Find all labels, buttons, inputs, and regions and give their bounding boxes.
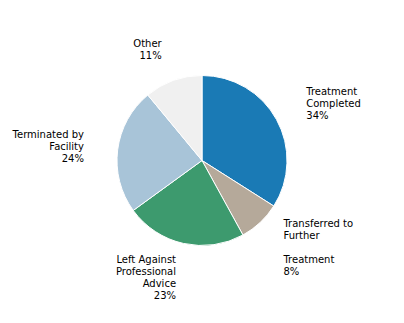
- svg-text:TreatmentCompleted34%: TreatmentCompleted34%: [305, 86, 361, 121]
- svg-text:Other11%: Other11%: [133, 37, 162, 60]
- svg-text:Left AgainstProfessionalAdvice: Left AgainstProfessionalAdvice23%: [116, 253, 176, 300]
- svg-text:Transferred toFurtherTreatment: Transferred toFurtherTreatment8%: [282, 218, 353, 277]
- svg-text:Terminated byFacility24%: Terminated byFacility24%: [12, 128, 84, 163]
